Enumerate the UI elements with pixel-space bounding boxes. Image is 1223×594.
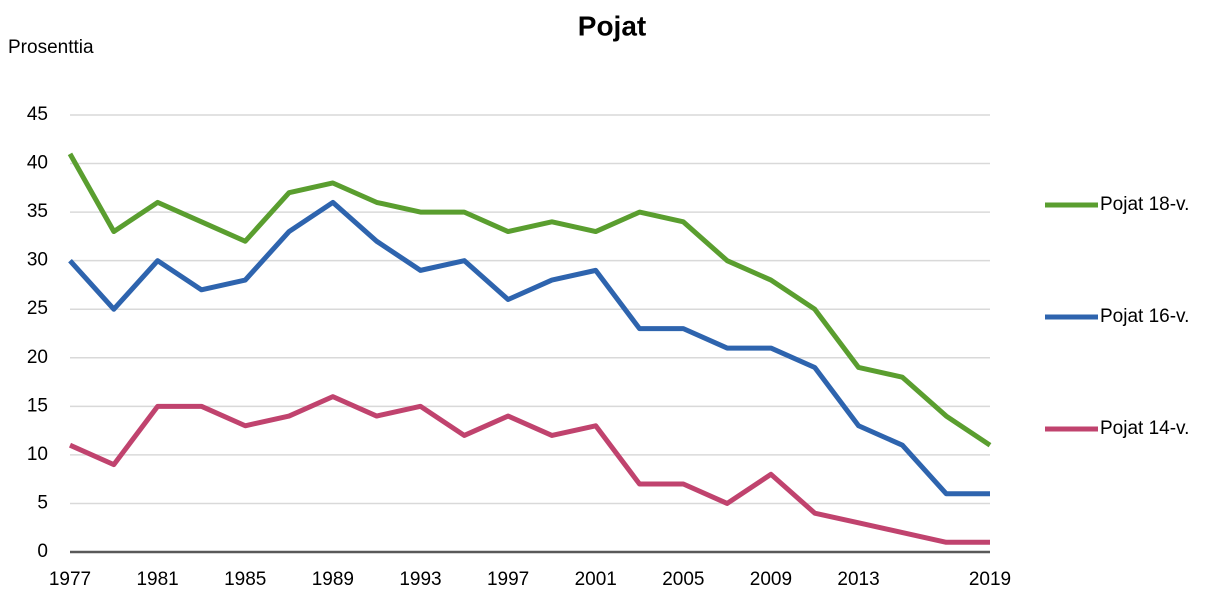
line-series xyxy=(68,394,990,545)
line-series xyxy=(67,152,992,448)
y-tick-label: 40 xyxy=(27,153,48,174)
y-tick-label: 25 xyxy=(27,298,48,319)
x-tick-label: 1977 xyxy=(49,569,91,590)
y-tick-label: 35 xyxy=(27,201,48,222)
x-tick-label: 2013 xyxy=(837,569,879,590)
y-axis-label: Prosenttia xyxy=(8,37,94,58)
x-tick-label: 1989 xyxy=(312,569,354,590)
legend-label: Pojat 18-v. xyxy=(1100,194,1189,215)
x-tick-label: 1981 xyxy=(136,569,178,590)
y-tick-label: 45 xyxy=(27,104,48,125)
x-tick-label: 1993 xyxy=(399,569,441,590)
y-tick-label: 10 xyxy=(27,444,48,465)
y-tick-label: 15 xyxy=(27,395,48,416)
x-tick-label: 2019 xyxy=(969,569,1011,590)
legend-label: Pojat 14-v. xyxy=(1100,418,1189,439)
x-tick-label: 1997 xyxy=(487,569,529,590)
chart-title: Pojat xyxy=(578,10,646,41)
x-tick-label: 1985 xyxy=(224,569,266,590)
y-tick-label: 20 xyxy=(27,347,48,368)
line-series xyxy=(68,199,990,497)
y-tick-label: 0 xyxy=(37,541,48,562)
y-tick-label: 5 xyxy=(37,492,48,513)
y-tick-label: 30 xyxy=(27,250,48,271)
x-tick-label: 2009 xyxy=(750,569,792,590)
legend-label: Pojat 16-v. xyxy=(1100,306,1189,327)
x-tick-label: 2005 xyxy=(662,569,704,590)
x-tick-label: 2001 xyxy=(575,569,617,590)
